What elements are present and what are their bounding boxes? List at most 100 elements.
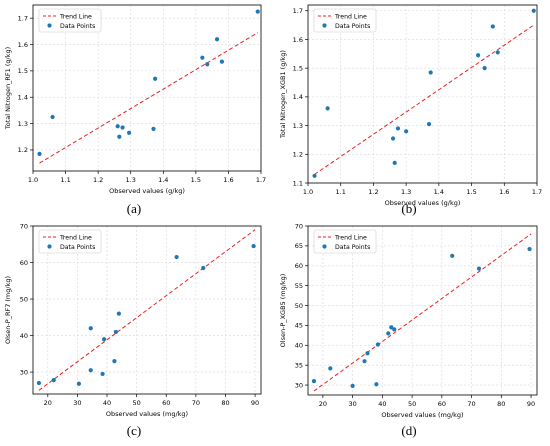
y-tick-label: 65 <box>295 242 303 250</box>
x-tick-label: 40 <box>378 400 386 408</box>
x-tick-label: 1.4 <box>158 176 168 184</box>
data-point <box>386 331 391 336</box>
data-point <box>395 126 401 131</box>
x-tick-label: 50 <box>132 399 140 407</box>
legend-points-label: Data Points <box>60 244 95 251</box>
y-tick-label: 30 <box>295 381 303 389</box>
data-point <box>113 329 119 335</box>
x-tick-label: 1.1 <box>60 176 70 184</box>
y-tick-label: 30 <box>20 368 28 376</box>
x-tick-label: 1.3 <box>401 188 411 196</box>
trend-line <box>38 229 256 391</box>
data-point <box>153 76 158 81</box>
x-tick-label: 30 <box>348 400 356 408</box>
legend-box <box>38 8 102 33</box>
plot-frame <box>32 4 262 172</box>
y-tick-label: 1.6 <box>293 36 303 44</box>
data-point <box>76 381 81 386</box>
data-point <box>115 124 120 129</box>
data-point <box>404 129 409 134</box>
data-point <box>251 243 256 249</box>
y-tick-label: 45 <box>295 322 303 330</box>
chart-panel-a: 1.0 1.1 1.2 1.3 1.4 1.5 1.6 1.7 1.2 1.3 1.4 1.5 1.6 1… <box>4 4 266 195</box>
data-point <box>482 66 487 71</box>
x-tick-label: 1.1 <box>336 188 346 196</box>
x-tick-label: 1.7 <box>532 188 542 196</box>
data-point <box>100 371 105 377</box>
x-tick-label: 1.5 <box>191 176 201 184</box>
y-tick-label: 50 <box>295 302 303 310</box>
data-point <box>375 342 380 347</box>
data-point <box>495 50 500 55</box>
y-tick-label: 40 <box>295 342 303 350</box>
data-point <box>151 126 156 131</box>
x-tick-label: 60 <box>162 399 170 407</box>
data-point <box>328 366 333 371</box>
data-point <box>531 8 536 13</box>
y-tick-label: 70 <box>20 222 28 230</box>
data-point <box>126 130 132 135</box>
x-tick-label: 50 <box>408 400 416 408</box>
trend-line <box>39 32 258 164</box>
data-point <box>50 114 55 120</box>
y-tick-label: 1.5 <box>18 67 28 75</box>
y-tick-label: 1.3 <box>18 120 28 128</box>
legend-points-swatch <box>47 23 52 28</box>
legend-points-label: Data Points <box>335 23 370 30</box>
x-tick-label: 70 <box>192 399 200 407</box>
panel-label-b: (b) <box>401 201 417 216</box>
y-tick-label: 1.3 <box>293 122 303 130</box>
data-point <box>201 265 206 271</box>
data-point <box>450 253 455 258</box>
x-tick-label: 40 <box>103 399 111 407</box>
plot-frame <box>307 225 538 396</box>
data-point <box>527 246 532 252</box>
y-tick-label: 1.2 <box>18 146 28 154</box>
legend-box <box>313 8 377 33</box>
data-point <box>490 24 495 29</box>
x-tick-label: 1.5 <box>466 188 476 196</box>
y-axis-label: Olsen-P_XGB5 (mg/kg) <box>279 274 287 348</box>
x-tick-label: 1.2 <box>93 176 103 184</box>
panel-label-a: (a) <box>126 201 142 216</box>
legend-points-label: Data Points <box>335 244 370 251</box>
data-point <box>312 173 317 178</box>
legend-points-swatch <box>322 23 327 28</box>
data-point <box>117 134 122 139</box>
y-tick-label: 40 <box>20 332 28 340</box>
plot-frame <box>307 4 538 184</box>
y-tick-label: 1.7 <box>18 14 28 22</box>
x-axis-label: Observed values (g/kg) <box>109 187 185 195</box>
x-tick-label: 1.0 <box>28 176 38 184</box>
data-point <box>389 325 394 330</box>
data-point <box>205 62 210 67</box>
legend-points-swatch <box>47 244 52 249</box>
data-point <box>101 337 107 342</box>
y-tick-label: 60 <box>20 259 28 267</box>
x-tick-label: 1.0 <box>303 188 313 196</box>
legend-trend-label: Trend Line <box>59 234 92 241</box>
x-tick-label: 1.6 <box>223 176 233 184</box>
data-point <box>88 368 93 373</box>
y-tick-label: 1.4 <box>293 93 303 101</box>
data-point <box>120 125 125 130</box>
data-point <box>428 70 433 75</box>
data-point <box>255 9 260 14</box>
data-point <box>200 55 205 60</box>
x-tick-label: 1.4 <box>434 188 444 196</box>
data-point <box>325 106 330 111</box>
y-tick-label: 50 <box>20 295 28 303</box>
x-tick-label: 1.2 <box>368 188 378 196</box>
y-tick-label: 35 <box>295 361 303 369</box>
x-tick-label: 70 <box>467 400 475 408</box>
data-point <box>36 380 42 386</box>
chart-panel-b: 1.0 1.1 1.2 1.3 1.4 1.5 1.6 1.71.11.21.31.41.51… <box>279 4 542 207</box>
chart-panel-c: 20 30 40 50 60 70 80 90 30 40 50 60 70 Observed value… <box>4 222 262 418</box>
data-point <box>426 122 432 127</box>
x-tick-label: 1.6 <box>499 188 509 196</box>
chart-panel-d: 20 30 40 50 60 70 80 90 30 35 40 45 50 55 60 65 70 Observ… <box>279 222 538 419</box>
x-tick-label: 1.7 <box>256 176 266 184</box>
data-point <box>51 378 56 383</box>
data-point <box>37 151 42 156</box>
